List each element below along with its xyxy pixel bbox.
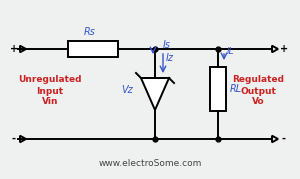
Text: +: + (280, 44, 288, 54)
Text: Vin: Vin (42, 98, 58, 107)
Text: IL: IL (227, 47, 235, 56)
Bar (210, 67, 226, 111)
Text: Vz: Vz (121, 85, 133, 95)
Text: Unregulated: Unregulated (18, 76, 82, 84)
Text: -: - (282, 134, 286, 144)
Text: +: + (10, 44, 18, 54)
Text: Is: Is (163, 40, 171, 50)
Polygon shape (141, 78, 169, 110)
Text: Output: Output (240, 86, 276, 96)
Text: -: - (12, 134, 16, 144)
Text: Rs: Rs (84, 27, 96, 37)
Bar (68, 41, 118, 57)
Text: Regulated: Regulated (232, 76, 284, 84)
Text: www.electroSome.com: www.electroSome.com (98, 158, 202, 168)
Text: RL: RL (230, 84, 242, 94)
Text: Iz: Iz (166, 53, 174, 63)
Text: Input: Input (36, 86, 64, 96)
Text: Vo: Vo (252, 98, 264, 107)
